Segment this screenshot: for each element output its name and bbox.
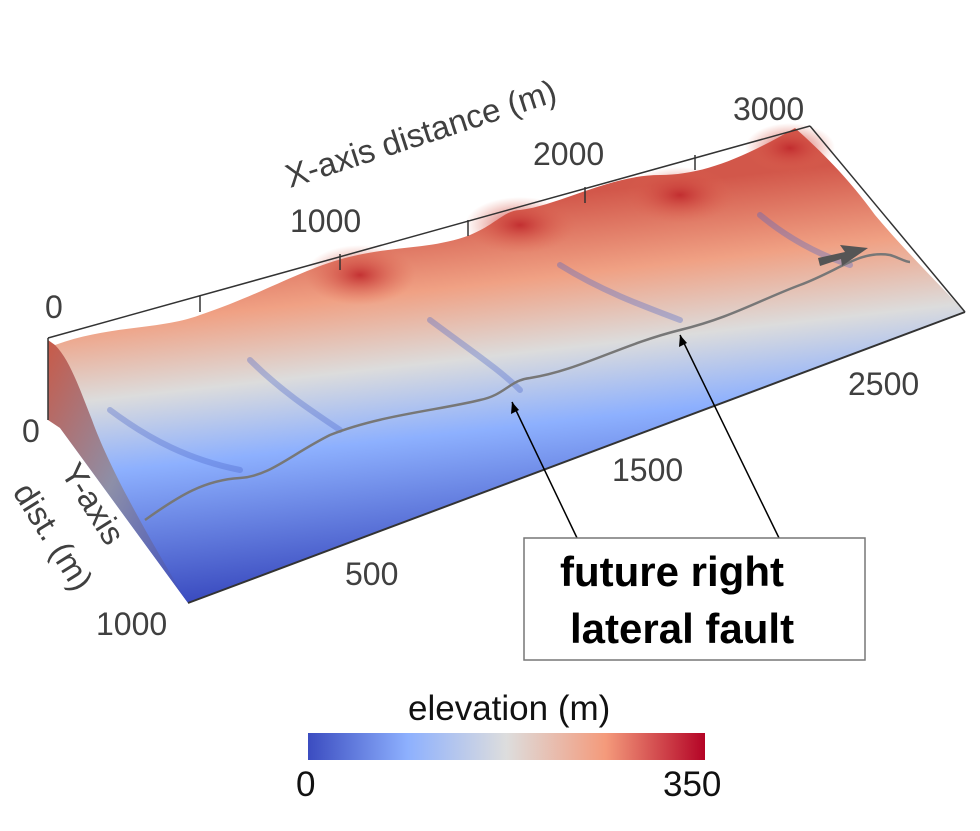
callout-arrowhead-1	[511, 402, 519, 414]
x-axis-title: X-axis distance (m)	[281, 72, 561, 194]
x-tick-1000: 1000	[290, 203, 361, 239]
peak-highlight-1	[305, 245, 415, 305]
callout-leader-2	[679, 334, 781, 541]
peak-highlight-4	[745, 123, 835, 173]
terrain-surface	[48, 123, 966, 604]
front-tick-1500: 1500	[612, 452, 683, 488]
x-tick-2000: 2000	[533, 136, 604, 172]
callout-line2: lateral fault	[570, 605, 794, 652]
front-tick-2500: 2500	[848, 366, 919, 402]
callout: future right lateral fault	[511, 334, 866, 661]
colorbar-scale	[308, 733, 705, 760]
x-axis-ticks	[199, 155, 696, 312]
y-tick-0: 0	[22, 413, 40, 449]
peak-highlight-2	[465, 197, 575, 253]
callout-arrowhead-2	[679, 335, 687, 347]
colorbar-max-label: 350	[663, 765, 721, 804]
peak-highlight-3	[625, 167, 735, 223]
colorbar: elevation (m) 0 350	[296, 689, 721, 804]
fault-direction-arrow	[818, 245, 868, 266]
terrain-left-face	[48, 340, 188, 603]
callout-leader-1	[511, 401, 579, 541]
front-tick-500: 500	[345, 556, 398, 592]
callout-box	[523, 537, 866, 661]
colorbar-title: elevation (m)	[408, 689, 610, 728]
fault-trace	[144, 252, 911, 522]
bounding-box	[47, 125, 966, 420]
back-right-edge	[809, 125, 966, 313]
x-axis-line	[47, 125, 811, 339]
colorbar-min-label: 0	[296, 765, 315, 804]
callout-line1: future right	[560, 548, 784, 595]
x-tick-0: 0	[45, 289, 63, 325]
y-tick-1000: 1000	[96, 606, 167, 642]
terrain-top-surface	[55, 128, 965, 603]
x-tick-3000: 3000	[733, 91, 804, 127]
terrain-front-edge	[187, 311, 966, 604]
